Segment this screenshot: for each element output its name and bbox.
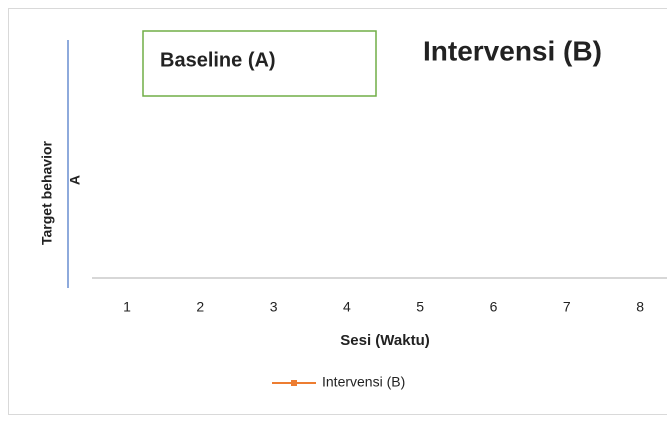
chart-border	[8, 8, 667, 415]
x-tick-label: 7	[563, 299, 571, 315]
x-tick-label: 6	[490, 299, 498, 315]
x-tick-label: 1	[123, 299, 131, 315]
x-tick-label: 8	[636, 299, 644, 315]
x-tick-label: 3	[270, 299, 278, 315]
legend-swatch	[291, 380, 297, 386]
x-axis-label: Sesi (Waktu)	[340, 332, 429, 349]
annotation: Baseline (A)	[160, 49, 276, 71]
x-tick-label: 2	[196, 299, 204, 315]
annotation-box	[142, 30, 377, 97]
y-axis-label: A	[67, 175, 83, 185]
x-tick-label: 4	[343, 299, 351, 315]
x-tick-label: 5	[416, 299, 424, 315]
y-axis-label: Target behavior	[39, 140, 55, 245]
annotation: Intervensi (B)	[423, 35, 602, 66]
legend-label: Intervensi (B)	[322, 374, 405, 390]
